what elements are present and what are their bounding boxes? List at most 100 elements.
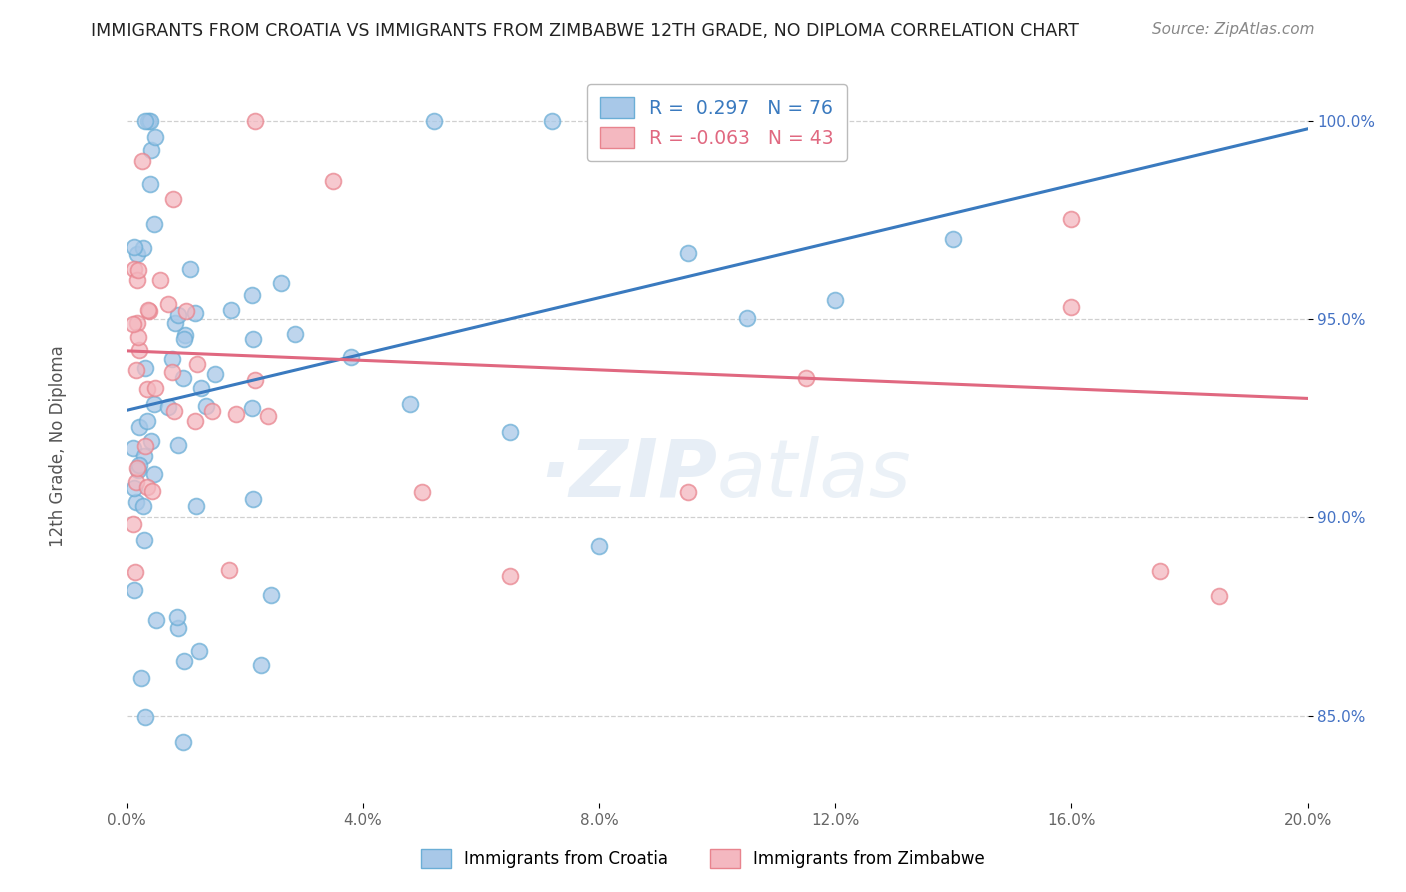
Point <box>134 710 156 724</box>
Point <box>124 363 146 377</box>
Point <box>186 357 208 371</box>
Point <box>136 303 159 318</box>
Point <box>125 273 148 287</box>
Point <box>134 439 156 453</box>
Text: atlas: atlas <box>717 435 912 514</box>
Point <box>136 480 159 494</box>
Point <box>201 403 224 417</box>
Legend: R =  0.297   N = 76, R = -0.063   N = 43: R = 0.297 N = 76, R = -0.063 N = 43 <box>588 85 846 161</box>
Point <box>163 316 186 330</box>
Point <box>257 409 280 424</box>
Point <box>128 343 150 357</box>
Point <box>1208 590 1230 604</box>
Point <box>240 288 263 302</box>
Point <box>122 317 145 331</box>
Point <box>122 441 145 455</box>
Point <box>322 174 344 188</box>
Point <box>167 438 190 452</box>
Point <box>422 114 444 128</box>
Point <box>134 449 156 463</box>
Point <box>134 533 156 548</box>
Point <box>156 296 179 310</box>
Point <box>124 495 146 509</box>
Point <box>1060 212 1083 227</box>
Point <box>179 261 201 276</box>
Point <box>194 399 217 413</box>
Point <box>143 381 166 395</box>
Point <box>122 481 145 495</box>
Point <box>145 613 167 627</box>
Point <box>242 491 264 506</box>
Point <box>173 654 195 668</box>
Text: ·ZIP: ·ZIP <box>538 435 717 514</box>
Point <box>166 610 188 624</box>
Point <box>794 371 817 385</box>
Point <box>411 485 433 500</box>
Point <box>184 306 207 320</box>
Point <box>127 263 149 277</box>
Point <box>172 734 194 748</box>
Point <box>167 621 190 635</box>
Point <box>141 483 163 498</box>
Point <box>135 413 157 427</box>
Point <box>157 401 180 415</box>
Point <box>143 130 166 145</box>
Point <box>162 192 184 206</box>
Point <box>942 232 965 246</box>
Point <box>340 350 363 364</box>
Point <box>134 114 156 128</box>
Point <box>735 311 758 326</box>
Point <box>142 217 165 231</box>
Point <box>284 327 307 342</box>
Point <box>134 360 156 375</box>
Point <box>540 114 562 128</box>
Point <box>824 293 846 307</box>
Point <box>190 380 212 394</box>
Point <box>240 401 263 415</box>
Legend: Immigrants from Croatia, Immigrants from Zimbabwe: Immigrants from Croatia, Immigrants from… <box>415 843 991 875</box>
Point <box>499 425 522 440</box>
Point <box>163 404 186 418</box>
Point <box>138 114 160 128</box>
Point <box>122 582 145 597</box>
Point <box>499 569 522 583</box>
Point <box>131 672 153 686</box>
Point <box>124 566 146 580</box>
Point <box>139 434 162 448</box>
Point <box>243 114 266 128</box>
Point <box>139 178 162 192</box>
Point <box>122 240 145 254</box>
Point <box>174 304 197 318</box>
Point <box>219 302 242 317</box>
Point <box>138 304 160 318</box>
Point <box>399 397 422 411</box>
Point <box>128 420 150 434</box>
Point <box>160 365 183 379</box>
Point <box>122 516 145 531</box>
Point <box>127 461 149 475</box>
Point <box>138 114 160 128</box>
Point <box>588 540 610 554</box>
Point <box>127 330 149 344</box>
Point <box>141 143 163 157</box>
Point <box>132 499 155 513</box>
Point <box>131 154 153 169</box>
Point <box>270 276 292 290</box>
Point <box>127 247 149 261</box>
Point <box>127 463 149 477</box>
Point <box>149 273 172 287</box>
Point <box>132 241 155 255</box>
Point <box>125 475 148 489</box>
Text: Source: ZipAtlas.com: Source: ZipAtlas.com <box>1152 22 1315 37</box>
Point <box>166 308 188 322</box>
Point <box>143 397 166 411</box>
Point <box>225 407 247 421</box>
Text: 12th Grade, No Diploma: 12th Grade, No Diploma <box>49 345 67 547</box>
Point <box>184 499 207 513</box>
Point <box>124 262 146 277</box>
Point <box>242 332 264 346</box>
Point <box>243 373 266 387</box>
Point <box>1060 300 1083 314</box>
Text: IMMIGRANTS FROM CROATIA VS IMMIGRANTS FROM ZIMBABWE 12TH GRADE, NO DIPLOMA CORRE: IMMIGRANTS FROM CROATIA VS IMMIGRANTS FR… <box>91 22 1080 40</box>
Point <box>173 332 195 346</box>
